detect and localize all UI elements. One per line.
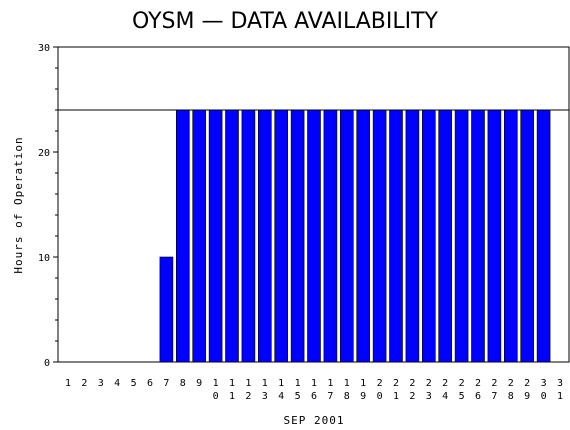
x-tick-label: 2 — [81, 378, 87, 389]
bar-day-21 — [389, 109, 403, 363]
y-tick-label: 20 — [38, 148, 50, 159]
bar-day-10 — [208, 109, 223, 363]
bar-day-18 — [339, 109, 354, 363]
y-axis-ticks: 0 10 20 30 — [38, 43, 58, 369]
bar-day-13 — [257, 109, 272, 363]
y-axis-label: Hours of Operation — [12, 136, 25, 273]
bar-day-24 — [438, 109, 453, 363]
bar-day-8 — [176, 109, 190, 363]
y-tick-label: 30 — [38, 43, 50, 54]
x-tick-label: 7 — [163, 378, 169, 389]
chart-title: OYSM — DATA AVAILABILITY — [132, 9, 439, 34]
bar-day-14 — [274, 109, 289, 363]
bar-day-19 — [356, 109, 371, 363]
bar-day-23 — [421, 109, 436, 363]
x-axis-label: SEP 2001 — [284, 414, 345, 427]
bar-day-17 — [323, 109, 338, 363]
bar-day-27 — [487, 109, 502, 363]
bar-day-9 — [192, 109, 206, 363]
bar-day-15 — [290, 109, 305, 363]
y-tick-label: 10 — [38, 253, 50, 264]
x-tick-label: 9 — [196, 378, 202, 389]
x-tick-label: 8 — [180, 378, 186, 389]
x-axis-ticks: 1 2 3 4 5 6 7 8 9 1 01 11 21 31 41 51 61 71 81 92 02 12 22 32 42… — [65, 378, 563, 402]
bar-day-25 — [454, 109, 469, 363]
y-tick-label: 0 — [44, 358, 50, 369]
x-tick-label: 3 — [98, 378, 104, 389]
bar-day-28 — [503, 109, 518, 363]
bar-day-16 — [307, 109, 321, 363]
x-tick-label: 1 — [65, 378, 71, 389]
bar-day-20 — [372, 109, 387, 363]
plot-area — [57, 46, 570, 363]
bar-day-30 — [536, 109, 551, 363]
bar-day-12 — [241, 109, 256, 363]
bar-day-29 — [520, 109, 535, 363]
x-tick-label: 5 — [131, 378, 137, 389]
bar-day-11 — [225, 109, 239, 363]
x-tick-label: 4 — [114, 378, 120, 389]
bar-day-22 — [405, 109, 420, 363]
x-tick-label: 6 — [147, 378, 153, 389]
bar-day-26 — [471, 109, 485, 363]
bar-day-7 — [159, 256, 174, 363]
